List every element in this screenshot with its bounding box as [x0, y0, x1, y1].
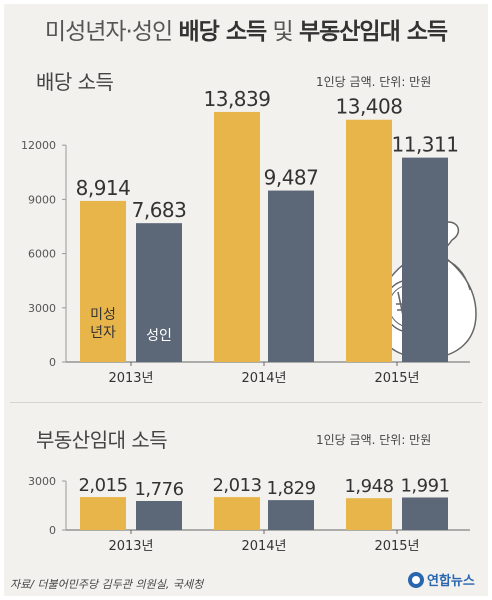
y-tick-label: 9000 — [28, 193, 56, 206]
title-dividend: 배당 소득 — [178, 19, 268, 45]
bar-value-label: 9,487 — [264, 166, 319, 190]
bar-value-label: 8,914 — [76, 176, 131, 200]
y-tick-label: 6000 — [28, 248, 56, 261]
category-label: 2014년 — [241, 371, 286, 386]
y-tick-label: 0 — [49, 356, 56, 369]
category-label: 2015년 — [374, 371, 419, 386]
minor-bar — [214, 497, 260, 530]
minor-bar — [80, 200, 126, 362]
bar-value-label: 7,683 — [132, 198, 187, 222]
minor-bar — [214, 111, 260, 362]
rental-unit-note: 1인당 금액. 단위: 만원 — [316, 433, 432, 447]
dividend-unit-note: 1인당 금액. 단위: 만원 — [316, 75, 432, 89]
y-tick-label: 12000 — [21, 139, 56, 152]
title-rental: 부동산임대 소득 — [298, 19, 448, 45]
adult-bar — [136, 223, 182, 362]
title-connector: 및 — [272, 19, 293, 45]
title-prefix: 미성년자·성인 — [44, 19, 173, 45]
minor-bar — [346, 119, 392, 362]
bar-value-label: 2,015 — [78, 475, 127, 496]
category-label: 2015년 — [374, 539, 419, 554]
main-title: 미성년자·성인 배당 소득 및 부동산임대 소득 — [0, 12, 492, 46]
bar-value-label: 1,776 — [134, 479, 183, 500]
bar-value-label: 13,408 — [336, 95, 403, 119]
y-tick-label: 3000 — [28, 475, 56, 488]
minor-bar — [80, 497, 126, 530]
section-divider — [10, 402, 482, 403]
adult-bar — [136, 500, 182, 530]
rental-chart: 0 3000 2,015 1,776 2013년 2,013 1,829 2014년 1,948… — [28, 475, 470, 554]
bar-value-label: 11,311 — [392, 133, 459, 157]
dividend-chart-title: 배당 소득 — [36, 70, 114, 94]
adult-bar — [402, 157, 448, 362]
adult-bar — [268, 190, 314, 362]
logo-icon — [408, 571, 424, 588]
category-label: 2013년 — [108, 539, 153, 554]
minor-bar — [346, 498, 392, 530]
bar-value-label: 1,829 — [266, 478, 315, 499]
y-tick-label: 3000 — [28, 302, 56, 315]
logo-text: 연합뉴스 — [427, 574, 475, 589]
y-tick-label: 0 — [49, 524, 56, 537]
series-label-in-bar: 미성 년자 — [90, 307, 116, 341]
rental-chart-title: 부동산임대 소득 — [36, 428, 168, 452]
category-label: 2013년 — [108, 371, 153, 386]
adult-bar — [268, 500, 314, 530]
news-logo: 연합뉴스 — [408, 570, 475, 589]
bar-value-label: 1,948 — [344, 476, 393, 497]
series-label-in-bar: 성인 — [146, 328, 172, 344]
source-note: 자료/ 더불어민주당 김두관 의원실, 국세청 — [10, 578, 204, 591]
adult-bar — [402, 497, 448, 530]
bar-value-label: 2,013 — [212, 475, 261, 496]
bar-value-label: 1,991 — [400, 475, 449, 496]
bar-value-label: 13,839 — [204, 87, 271, 111]
category-label: 2014년 — [241, 539, 286, 554]
